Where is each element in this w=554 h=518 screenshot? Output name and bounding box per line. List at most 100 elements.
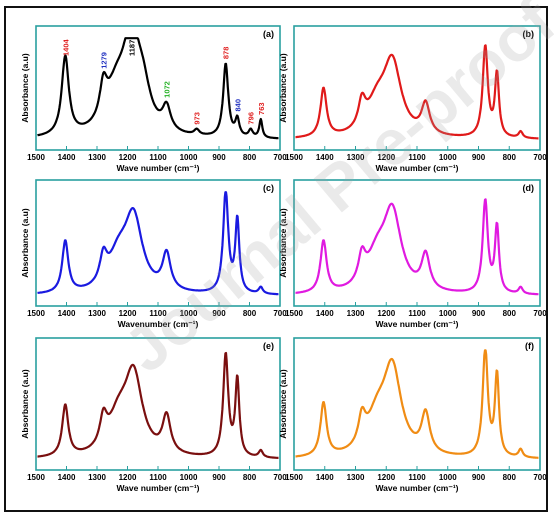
x-tick-label: 1000: [180, 153, 198, 162]
plot-area-border: [293, 179, 541, 307]
plot-area-border: [293, 337, 541, 471]
peak-label: 796: [247, 112, 256, 125]
plot-area-border: [35, 179, 281, 307]
panel-label: (c): [263, 183, 274, 193]
x-tick-label: 1300: [347, 473, 365, 482]
x-tick-label: 1200: [377, 473, 395, 482]
plot-area-border: [35, 337, 281, 471]
x-tick-label: 700: [533, 153, 546, 162]
chart-panel-f: 1500 1400 1300 1200 1100 1000 900 800 700 Wave nu…: [278, 337, 546, 493]
x-axis-label: Wave number (cm⁻¹): [375, 483, 458, 493]
panel-label: (f): [525, 341, 534, 351]
spectrum-line: [37, 191, 279, 296]
x-tick-label: 1100: [149, 153, 167, 162]
x-tick-label: 1200: [119, 153, 137, 162]
x-tick-label: 1200: [119, 473, 137, 482]
y-axis-label: Absorbance (a.u): [278, 208, 288, 278]
x-tick-label: 1300: [347, 309, 365, 318]
peak-label: 1072: [163, 81, 172, 98]
ftir-figure: 1500 1400 1300 1200 1100 1000 900 800 700 Wave nu…: [20, 25, 546, 493]
x-axis-label: Wave number (cm⁻¹): [375, 319, 458, 329]
x-tick-label: 1400: [58, 153, 76, 162]
x-tick-label: 1100: [149, 309, 167, 318]
x-tick-label: 800: [503, 473, 517, 482]
x-tick-label: 800: [503, 153, 517, 162]
x-tick-label: 900: [472, 153, 486, 162]
peak-label: 973: [193, 112, 202, 125]
figure-frame: 1500 1400 1300 1200 1100 1000 900 800 700 Wave nu…: [4, 6, 548, 512]
x-tick-label: 1400: [316, 153, 334, 162]
chart-panel-e: 1500 1400 1300 1200 1100 1000 900 800 700 Wave nu…: [20, 337, 287, 493]
x-tick-label: 1500: [27, 473, 45, 482]
x-tick-label: 1300: [88, 309, 106, 318]
x-tick-label: 1200: [377, 153, 395, 162]
x-tick-label: 700: [273, 309, 287, 318]
x-tick-label: 900: [212, 309, 226, 318]
peak-label: 878: [222, 47, 231, 60]
spectrum-line: [295, 349, 539, 459]
panel-label: (a): [263, 29, 274, 39]
x-tick-label: 1500: [285, 309, 303, 318]
panel-label: (b): [523, 29, 535, 39]
peak-label: 1187: [127, 40, 136, 56]
x-tick-label: 800: [243, 309, 257, 318]
panel-label: (d): [523, 183, 535, 193]
x-tick-label: 1500: [27, 309, 45, 318]
x-tick-label: 1400: [316, 309, 334, 318]
x-tick-label: 900: [472, 473, 486, 482]
x-tick-label: 700: [273, 153, 287, 162]
x-tick-label: 900: [212, 473, 226, 482]
panel-label: (e): [263, 341, 274, 351]
x-tick-label: 1000: [439, 473, 457, 482]
peak-label: 1404: [61, 38, 70, 56]
plot-area-border: [293, 25, 541, 151]
chart-panel-c: 1500 1400 1300 1200 1100 1000 900 800 700 Wavenum…: [20, 179, 287, 329]
x-tick-label: 1300: [88, 473, 106, 482]
x-tick-label: 1100: [408, 473, 426, 482]
x-tick-label: 1000: [180, 473, 198, 482]
x-tick-label: 800: [243, 473, 257, 482]
x-tick-label: 1200: [119, 309, 137, 318]
y-axis-label: Absorbance (a.u): [20, 208, 30, 278]
x-axis-label: Wavenumber (cm⁻¹): [118, 319, 199, 329]
y-axis-label: Absorbance (a.u): [278, 369, 288, 439]
x-tick-label: 800: [503, 309, 517, 318]
peak-label: 763: [257, 102, 266, 115]
x-tick-label: 900: [212, 153, 226, 162]
x-tick-label: 900: [472, 309, 486, 318]
spectrum-line: [37, 351, 279, 459]
x-axis-label: Wave number (cm⁻¹): [116, 163, 199, 173]
x-tick-label: 700: [533, 473, 546, 482]
peak-label: 1279: [99, 52, 108, 69]
x-tick-label: 700: [273, 473, 287, 482]
spectrum-line: [37, 37, 279, 140]
x-tick-label: 1400: [58, 473, 76, 482]
x-tick-label: 1100: [149, 473, 167, 482]
chart-panel-d: 1500 1400 1300 1200 1100 1000 900 800 700 Wave nu…: [278, 179, 546, 329]
spectrum-line: [295, 44, 539, 140]
y-axis-label: Absorbance (a.u): [20, 53, 30, 123]
x-axis-label: Wave number (cm⁻¹): [375, 163, 458, 173]
x-tick-label: 1000: [439, 309, 457, 318]
x-axis-label: Wave number (cm⁻¹): [116, 483, 199, 493]
y-axis-label: Absorbance (a.u): [278, 53, 288, 123]
x-tick-label: 1100: [408, 309, 426, 318]
x-tick-label: 1300: [88, 153, 106, 162]
x-tick-label: 1500: [285, 473, 303, 482]
spectrum-line: [295, 198, 539, 296]
x-tick-label: 1500: [285, 153, 303, 162]
x-tick-label: 1400: [58, 309, 76, 318]
x-tick-label: 1400: [316, 473, 334, 482]
y-axis-label: Absorbance (a.u): [20, 369, 30, 439]
x-tick-label: 1200: [377, 309, 395, 318]
peak-label: 840: [233, 99, 242, 112]
x-tick-label: 1000: [439, 153, 457, 162]
chart-panel-b: 1500 1400 1300 1200 1100 1000 900 800 700 Wave nu…: [278, 25, 546, 173]
x-tick-label: 1300: [347, 153, 365, 162]
x-tick-label: 1000: [180, 309, 198, 318]
chart-panel-a: 1500 1400 1300 1200 1100 1000 900 800 700 Wave nu…: [20, 25, 287, 173]
x-tick-label: 1100: [408, 153, 426, 162]
x-tick-label: 700: [533, 309, 546, 318]
x-tick-label: 800: [243, 153, 257, 162]
x-tick-label: 1500: [27, 153, 45, 162]
